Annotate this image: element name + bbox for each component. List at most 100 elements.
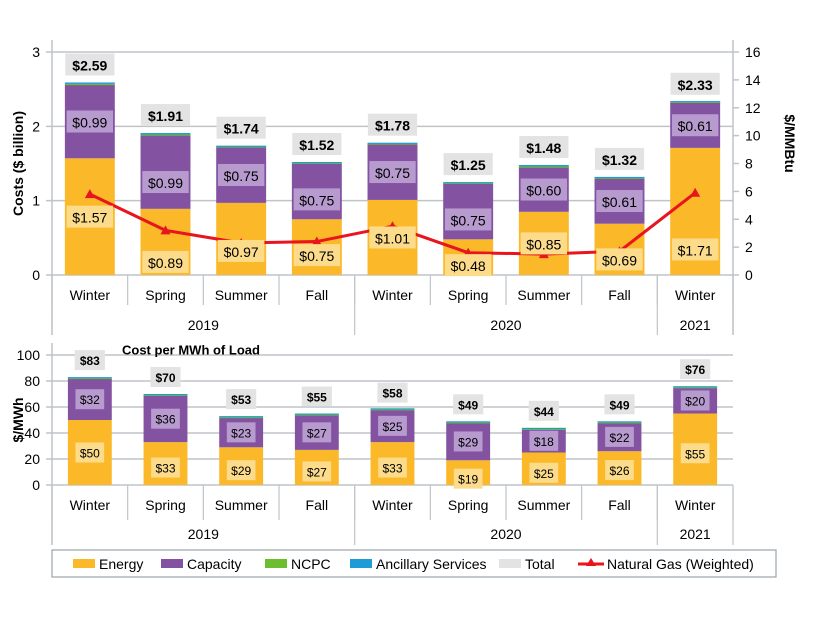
capacity-data-label: $27 bbox=[307, 426, 327, 440]
capacity-data-label: $36 bbox=[155, 413, 175, 427]
total-data-label: $1.74 bbox=[224, 121, 259, 137]
legend-item: Ancillary Services bbox=[350, 556, 486, 572]
bar-ancillary-services bbox=[291, 162, 342, 164]
bar-ancillary-services bbox=[670, 101, 721, 103]
legend-item: Total bbox=[499, 556, 555, 572]
energy-data-label: $27 bbox=[307, 465, 327, 479]
energy-data-label: $33 bbox=[382, 462, 402, 476]
total-data-label-box bbox=[150, 367, 181, 387]
category-label: Winter bbox=[675, 287, 716, 303]
y-tick-label: 2 bbox=[32, 118, 40, 134]
energy-data-label-box bbox=[680, 443, 710, 464]
natural-gas-marker bbox=[160, 225, 171, 235]
total-data-label: $49 bbox=[458, 398, 478, 412]
energy-data-label: $26 bbox=[609, 464, 629, 478]
legend-item: NCPC bbox=[265, 556, 331, 572]
group-label: 2020 bbox=[490, 317, 521, 333]
y-tick-label: 20 bbox=[24, 451, 40, 467]
energy-data-label-box bbox=[671, 238, 719, 261]
total-data-label-box bbox=[216, 116, 266, 139]
total-data-label-box bbox=[140, 104, 191, 127]
total-data-label-box bbox=[594, 147, 645, 170]
total-data-label-box bbox=[453, 394, 484, 415]
capacity-data-label-box bbox=[680, 390, 710, 411]
total-data-label-box bbox=[443, 153, 493, 176]
bar-ncpc bbox=[367, 143, 418, 145]
capacity-data-label: $18 bbox=[534, 435, 554, 449]
total-data-label: $2.59 bbox=[72, 57, 107, 73]
y2-tick-label: 6 bbox=[745, 183, 753, 199]
energy-data-label: $50 bbox=[80, 447, 100, 461]
legend-swatch bbox=[161, 559, 183, 568]
energy-data-label: $29 bbox=[231, 464, 251, 478]
capacity-data-label-box bbox=[142, 171, 189, 194]
group-label: 2019 bbox=[188, 317, 219, 333]
total-data-label: $83 bbox=[80, 354, 100, 368]
energy-data-label-box bbox=[75, 442, 105, 463]
capacity-data-label: $29 bbox=[458, 435, 478, 449]
total-data-label: $53 bbox=[231, 393, 251, 407]
capacity-data-label: $22 bbox=[609, 431, 629, 445]
capacity-data-label: $25 bbox=[382, 420, 402, 434]
energy-data-label: $25 bbox=[534, 467, 554, 481]
y-tick-label: 40 bbox=[24, 425, 40, 441]
y2-axis-title: $/MMBtu bbox=[782, 114, 798, 172]
y-tick-label: 0 bbox=[32, 267, 40, 283]
bar-ncpc bbox=[216, 146, 267, 148]
category-label: Summer bbox=[215, 497, 268, 513]
group-label: 2020 bbox=[490, 526, 521, 542]
category-label: Winter bbox=[70, 497, 111, 513]
total-data-label: $55 bbox=[307, 391, 327, 405]
bar-ancillary-services bbox=[518, 164, 569, 167]
total-data-label-box bbox=[680, 359, 711, 380]
bar-ncpc bbox=[219, 417, 264, 419]
capacity-data-label-box bbox=[369, 161, 416, 184]
legend-label: Capacity bbox=[187, 556, 241, 572]
energy-data-label: $0.48 bbox=[451, 258, 486, 274]
y2-tick-label: 0 bbox=[745, 267, 753, 283]
capacity-data-label-box bbox=[302, 422, 332, 443]
category-label: Summer bbox=[517, 287, 570, 303]
energy-data-label: $0.85 bbox=[526, 236, 561, 252]
chart-subtitle: Cost per MWh of Load bbox=[122, 343, 260, 358]
energy-data-label-box bbox=[596, 248, 643, 271]
capacity-data-label-box bbox=[596, 190, 643, 213]
category-label: Spring bbox=[448, 497, 488, 513]
category-label: Spring bbox=[448, 287, 488, 303]
bar-ncpc bbox=[518, 166, 569, 168]
category-label: Winter bbox=[675, 497, 716, 513]
energy-data-label: $0.69 bbox=[602, 252, 637, 268]
legend-label: Natural Gas (Weighted) bbox=[607, 556, 754, 572]
category-label: Summer bbox=[517, 497, 570, 513]
energy-data-label: $19 bbox=[458, 473, 478, 487]
y-tick-label: 0 bbox=[32, 477, 40, 493]
capacity-data-label-box bbox=[151, 408, 180, 429]
capacity-data-label-box bbox=[293, 188, 341, 211]
legend-item: Natural Gas (Weighted) bbox=[578, 556, 754, 572]
energy-data-label: $55 bbox=[685, 447, 705, 461]
bar-ancillary-services bbox=[597, 421, 642, 423]
bar-ancillary-services bbox=[521, 427, 566, 429]
capacity-data-label: $0.75 bbox=[375, 165, 410, 181]
bar-ancillary-services bbox=[64, 82, 115, 84]
total-data-label-box bbox=[519, 135, 569, 158]
capacity-data-label-box bbox=[226, 422, 256, 443]
bar-ncpc bbox=[446, 422, 491, 424]
bar-ncpc bbox=[673, 387, 718, 389]
y-tick-label: 80 bbox=[24, 373, 40, 389]
capacity-data-label-box bbox=[444, 208, 492, 231]
total-data-label: $1.48 bbox=[526, 140, 561, 156]
total-data-label: $1.91 bbox=[148, 108, 183, 124]
category-label: Spring bbox=[145, 287, 185, 303]
natural-gas-marker bbox=[311, 236, 322, 246]
y2-tick-label: 14 bbox=[745, 72, 761, 88]
capacity-data-label-box bbox=[605, 426, 634, 447]
energy-data-label-box bbox=[605, 460, 634, 481]
total-data-label: $1.52 bbox=[299, 137, 334, 153]
natural-gas-marker bbox=[690, 187, 701, 197]
energy-data-label-box bbox=[520, 232, 568, 255]
bar-ncpc bbox=[143, 394, 188, 396]
group-label: 2019 bbox=[188, 526, 219, 542]
